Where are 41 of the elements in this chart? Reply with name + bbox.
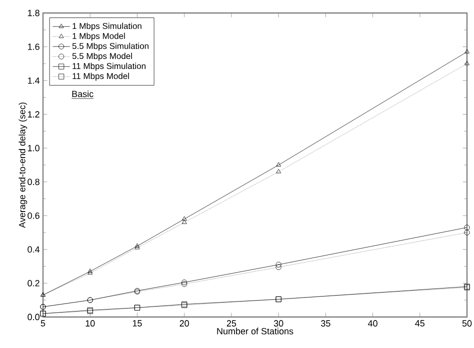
y-tick-label: 1.2 (28, 111, 40, 118)
x-tick-label: 50 (462, 320, 472, 327)
x-tick-label: 45 (415, 320, 425, 326)
x-tick-label: 5 (40, 320, 46, 326)
y-tick-label: 0.0 (28, 314, 40, 320)
point (182, 216, 187, 221)
point (276, 264, 282, 270)
x-tick-label: 30 (274, 320, 284, 327)
legend-label: 5.5 Mbps Simulation (72, 42, 148, 51)
x-tick-label: 25 (226, 320, 236, 327)
point (276, 262, 282, 268)
legend-label: 11 Mbps Model (72, 72, 129, 81)
legend-label: 11 Mbps Simulation (72, 62, 146, 71)
y-tick-label: 1.6 (28, 44, 40, 50)
x-tick-label: 20 (180, 320, 189, 327)
point (182, 220, 187, 224)
legend-label: 1 Mbps Model (72, 32, 125, 41)
y-tick-label: 1.8 (28, 10, 40, 16)
point (464, 224, 470, 230)
point (276, 162, 282, 166)
y-tick-label: 0.2 (28, 280, 40, 286)
x-tick-label: 10 (86, 320, 95, 327)
legend-label: 1 Mbps Simulation (72, 22, 142, 31)
y-tick-label: 0.4 (28, 246, 40, 253)
point (88, 268, 93, 273)
point (464, 230, 470, 236)
y-tick-label: 1.0 (28, 144, 40, 152)
legend-label: 5.5 Mbps Model (72, 52, 132, 61)
x-tick-label: 40 (368, 320, 378, 327)
point (276, 168, 282, 174)
y-axis-title: Average end-to-end delay (sec) (18, 102, 28, 228)
y-tick-label: 0.6 (28, 212, 40, 219)
x-axis-title: Number of Stations (217, 328, 294, 334)
y-tick-label: 1.4 (28, 77, 40, 84)
annotation: Basic (72, 90, 94, 98)
point (88, 270, 93, 275)
point (464, 60, 470, 66)
x-tick-label: 35 (321, 320, 330, 327)
x-tick-label: 15 (132, 320, 142, 326)
point (464, 49, 470, 54)
y-tick-label: 0.8 (28, 178, 40, 186)
